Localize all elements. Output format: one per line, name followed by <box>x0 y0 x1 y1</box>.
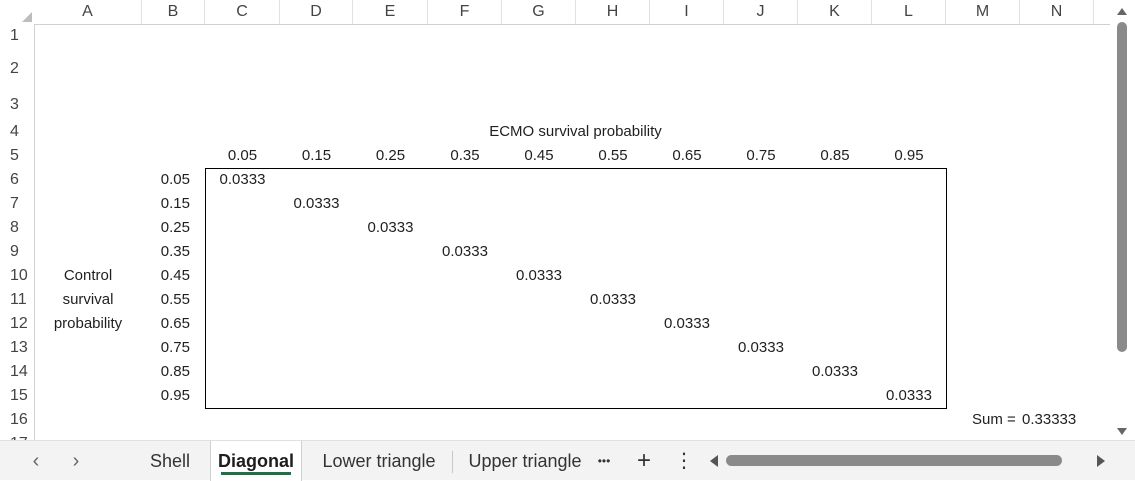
control-row-label: 0.45 <box>142 264 190 288</box>
control-axis-label: survival <box>34 288 142 312</box>
more-sheets-icon[interactable]: ••• <box>590 441 618 481</box>
column-header-b[interactable]: B <box>142 0 205 24</box>
tab-lower-triangle[interactable]: Lower triangle <box>314 441 444 481</box>
ecmo-column-label: 0.95 <box>872 144 946 168</box>
vertical-scrollbar[interactable] <box>1110 0 1135 440</box>
column-header-l[interactable]: L <box>872 0 946 24</box>
ecmo-column-label: 0.75 <box>724 144 798 168</box>
tab-separator <box>452 451 453 473</box>
ecmo-column-label: 0.85 <box>798 144 872 168</box>
ecmo-column-label: 0.45 <box>502 144 576 168</box>
row-header-3[interactable]: 3 <box>0 90 34 120</box>
column-header-a[interactable]: A <box>34 0 142 24</box>
row-header-7[interactable]: 7 <box>0 192 34 216</box>
row-header-12[interactable]: 12 <box>0 312 34 336</box>
next-sheet-chevron-icon[interactable]: › <box>62 441 90 481</box>
row-header-11[interactable]: 11 <box>0 288 34 312</box>
row-header-1[interactable]: 1 <box>0 24 34 48</box>
add-sheet-plus-icon[interactable]: + <box>630 441 658 481</box>
ecmo-column-label: 0.15 <box>280 144 353 168</box>
ecmo-column-label: 0.55 <box>576 144 650 168</box>
sum-value[interactable]: 0.33333 <box>1022 408 1092 432</box>
column-header-f[interactable]: F <box>428 0 502 24</box>
tab-diagonal[interactable]: Diagonal <box>210 441 302 481</box>
control-row-label: 0.05 <box>142 168 190 192</box>
column-header-d[interactable]: D <box>280 0 353 24</box>
ecmo-column-label: 0.05 <box>205 144 280 168</box>
control-row-label: 0.85 <box>142 360 190 384</box>
prev-sheet-chevron-icon[interactable]: ‹ <box>22 441 50 481</box>
tab-diagonal-label: Diagonal <box>218 451 294 471</box>
row-header-8[interactable]: 8 <box>0 216 34 240</box>
row-header-6[interactable]: 6 <box>0 168 34 192</box>
row-header-14[interactable]: 14 <box>0 360 34 384</box>
control-axis-label: Control <box>34 264 142 288</box>
ecmo-column-label: 0.35 <box>428 144 502 168</box>
ecmo-axis-title: ECMO survival probability <box>205 120 946 144</box>
scroll-left-arrow-icon[interactable] <box>710 455 718 467</box>
column-header-e[interactable]: E <box>353 0 428 24</box>
options-menu-icon[interactable]: ⋮ <box>672 441 696 481</box>
ecmo-column-label: 0.65 <box>650 144 724 168</box>
column-header-g[interactable]: G <box>502 0 576 24</box>
control-row-label: 0.65 <box>142 312 190 336</box>
column-header-k[interactable]: K <box>798 0 872 24</box>
row-header-15[interactable]: 15 <box>0 384 34 408</box>
scroll-right-arrow-icon[interactable] <box>1097 455 1105 467</box>
sheet-tab-bar: ‹ › Shell Diagonal Lower triangle Upper … <box>0 440 1135 480</box>
row-header-17[interactable]: 17 <box>0 432 34 440</box>
control-row-label: 0.75 <box>142 336 190 360</box>
control-row-label: 0.55 <box>142 288 190 312</box>
ecmo-column-label: 0.25 <box>353 144 428 168</box>
row-header-13[interactable]: 13 <box>0 336 34 360</box>
control-row-label: 0.15 <box>142 192 190 216</box>
row-header-2[interactable]: 2 <box>0 48 34 90</box>
column-header-c[interactable]: C <box>205 0 280 24</box>
tab-shell[interactable]: Shell <box>140 441 200 481</box>
select-all-corner[interactable] <box>0 0 34 24</box>
table-border-box <box>205 168 947 409</box>
control-row-label: 0.25 <box>142 216 190 240</box>
column-header-h[interactable]: H <box>576 0 650 24</box>
control-row-label: 0.35 <box>142 240 190 264</box>
row-header-5[interactable]: 5 <box>0 144 34 168</box>
column-header-i[interactable]: I <box>650 0 724 24</box>
column-header-n[interactable]: N <box>1020 0 1094 24</box>
scroll-down-arrow-icon[interactable] <box>1117 428 1127 435</box>
row-header-4[interactable]: 4 <box>0 120 34 144</box>
scroll-up-arrow-icon[interactable] <box>1117 8 1127 15</box>
vertical-scroll-thumb[interactable] <box>1117 22 1127 352</box>
horizontal-scroll-thumb[interactable] <box>726 455 1062 466</box>
active-tab-underline <box>221 472 291 475</box>
control-axis-label: probability <box>34 312 142 336</box>
select-all-triangle-icon <box>22 12 32 22</box>
row-header-9[interactable]: 9 <box>0 240 34 264</box>
column-header-m[interactable]: M <box>946 0 1020 24</box>
row-header-16[interactable]: 16 <box>0 408 34 432</box>
column-header-j[interactable]: J <box>724 0 798 24</box>
control-row-label: 0.95 <box>142 384 190 408</box>
row-header-10[interactable]: 10 <box>0 264 34 288</box>
tab-upper-triangle[interactable]: Upper triangle <box>460 441 590 481</box>
